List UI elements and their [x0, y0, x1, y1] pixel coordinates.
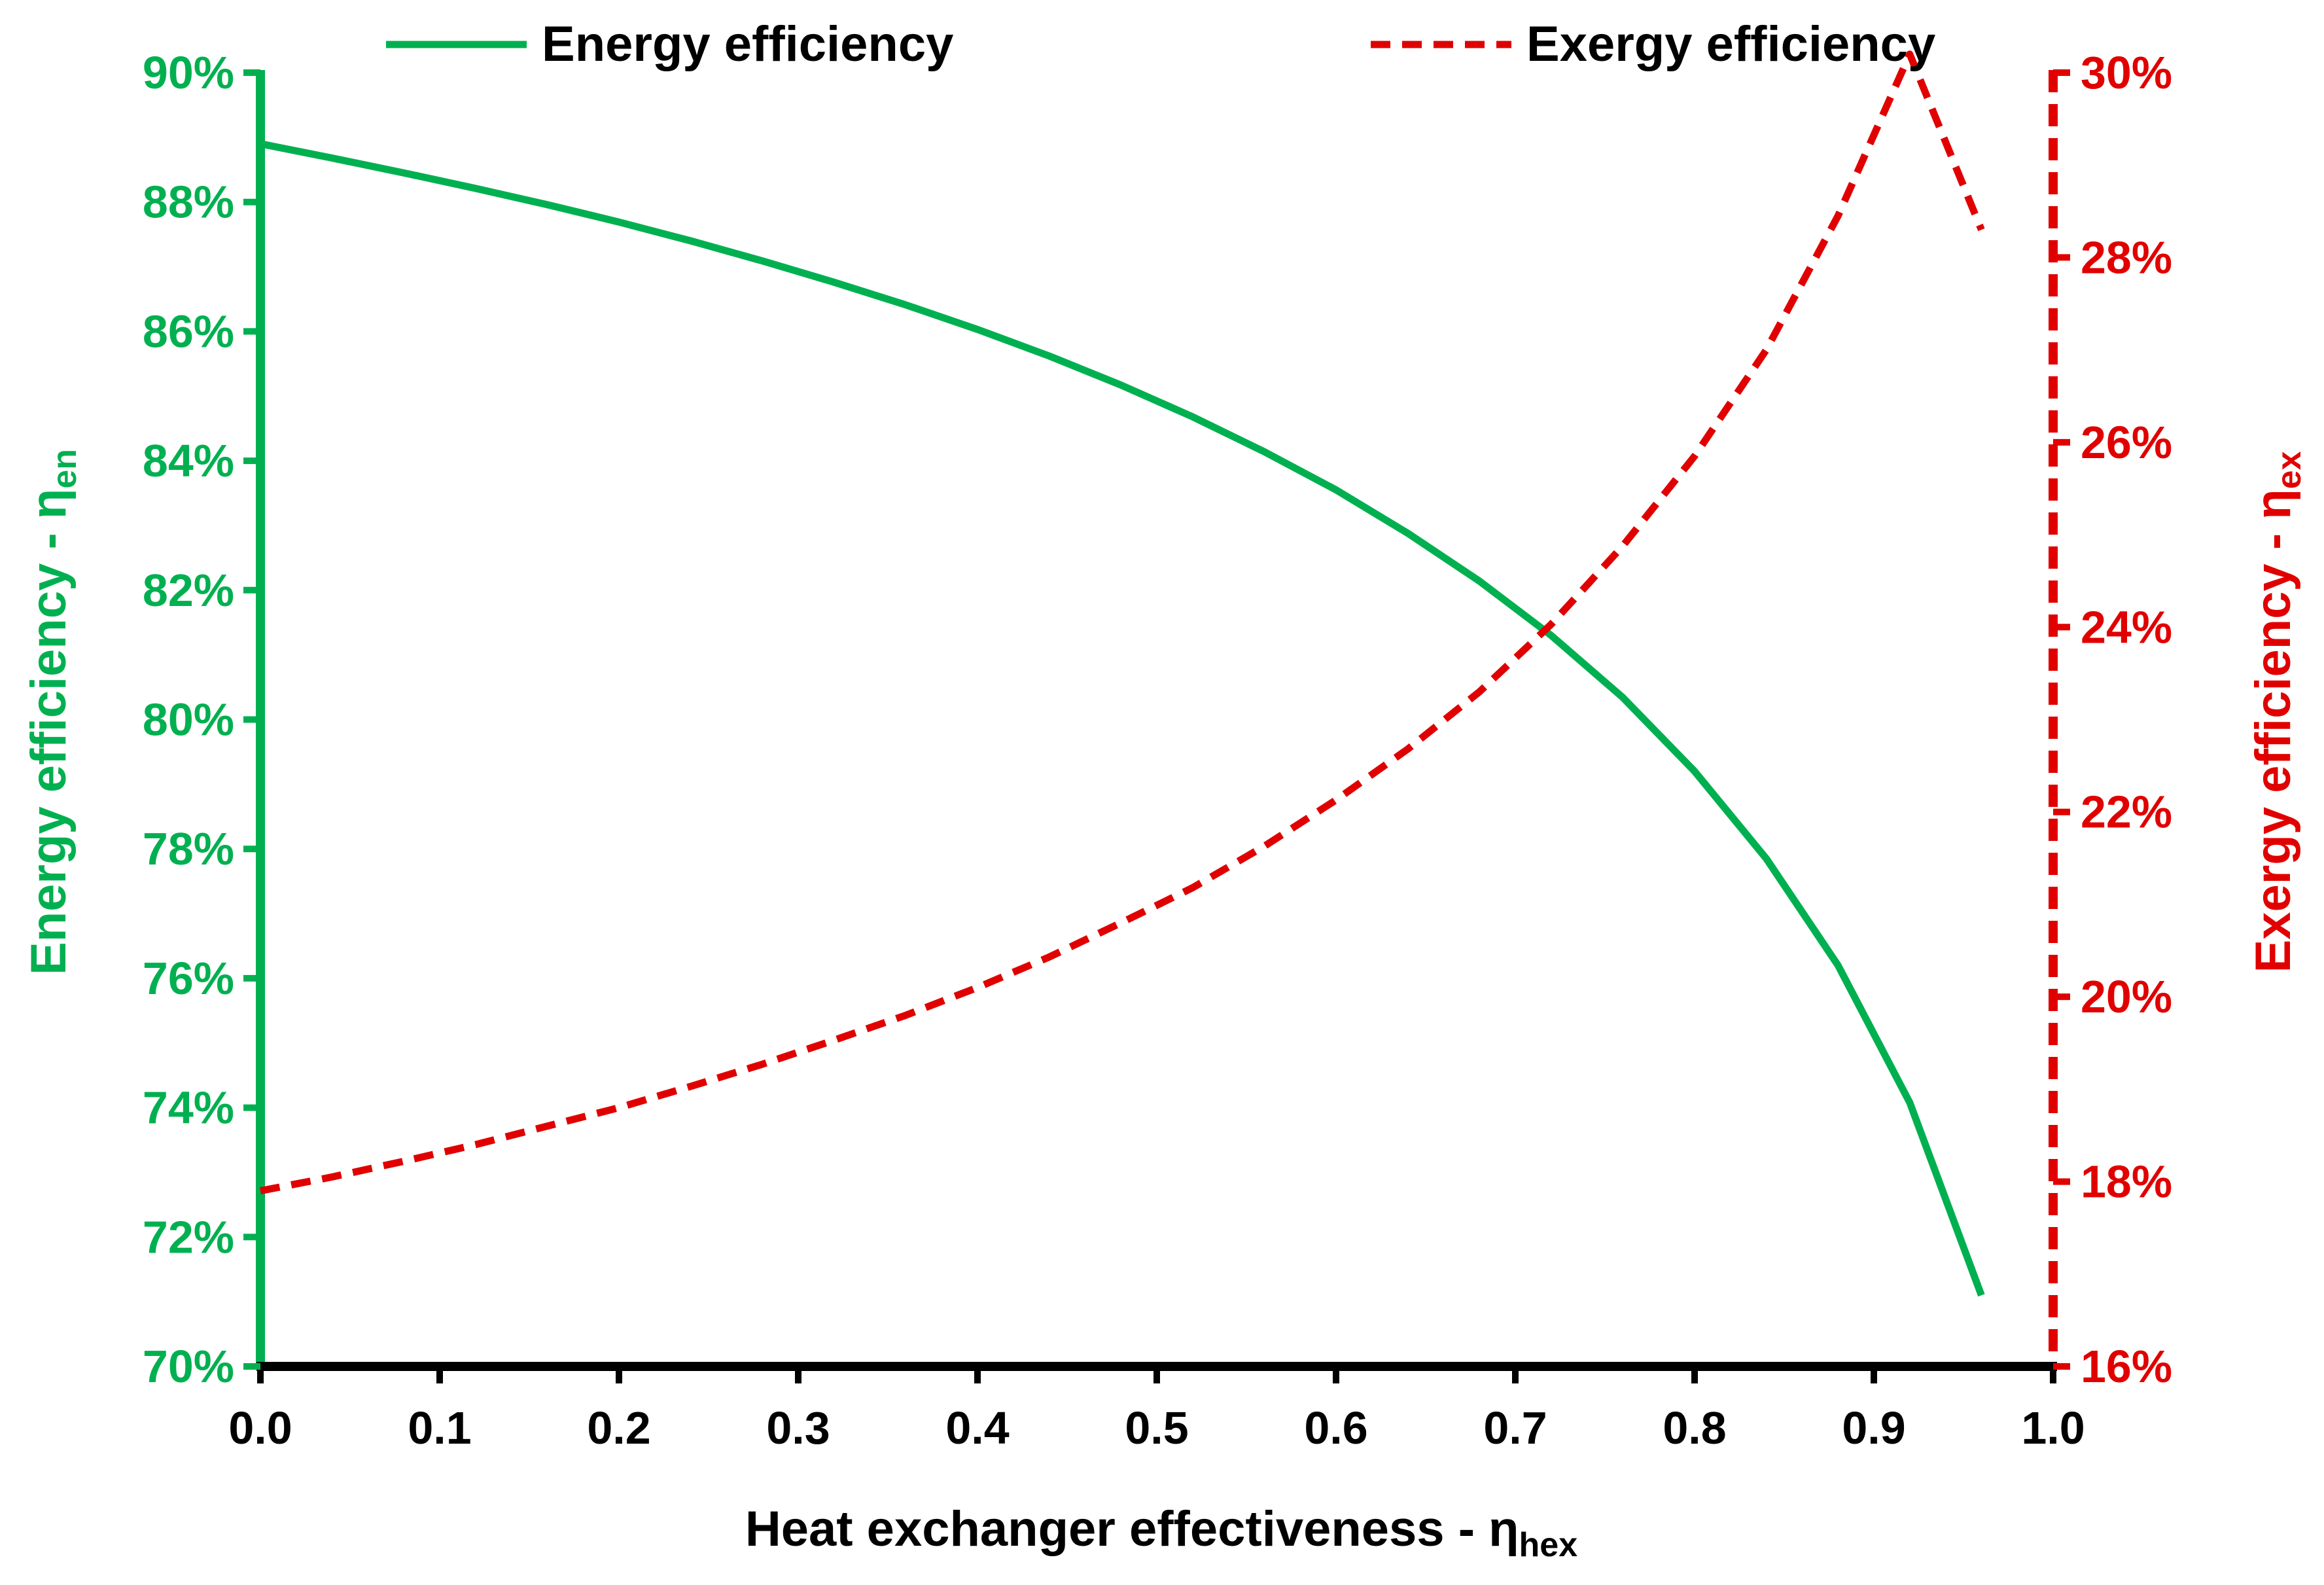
x-tick-label: 1.0	[2021, 1402, 2085, 1453]
left-y-tick-label: 90%	[143, 47, 234, 98]
left-y-tick-label: 80%	[143, 694, 234, 745]
left-y-tick-label: 84%	[143, 435, 234, 486]
x-tick-label: 0.2	[587, 1402, 650, 1453]
right-y-tick-label: 16%	[2081, 1341, 2172, 1392]
right-y-tick-label: 26%	[2081, 417, 2172, 468]
left-y-axis-label: Energy efficiency - ηen	[21, 449, 84, 975]
left-y-tick-label: 70%	[143, 1341, 234, 1392]
left-y-tick-label: 74%	[143, 1082, 234, 1133]
right-y-tick-label: 28%	[2081, 232, 2172, 283]
legend: Energy efficiency Exergy efficiency	[386, 16, 1935, 72]
left-y-tick-label: 76%	[143, 953, 234, 1004]
x-tick-label: 0.1	[408, 1402, 471, 1453]
left-y-tick-label: 86%	[143, 306, 234, 357]
exergy-efficiency-line	[259, 50, 1985, 1195]
right-y-ticks: 16% 18% 20% 22% 24% 26% 28% 30%	[2053, 47, 2172, 1392]
right-y-tick-label: 30%	[2081, 47, 2172, 98]
series-group	[259, 50, 1985, 1297]
right-y-tick-label: 24%	[2081, 601, 2172, 652]
x-tick-label: 0.9	[1842, 1402, 1905, 1453]
x-tick-label: 0.0	[228, 1402, 292, 1453]
x-tick-label: 0.7	[1483, 1402, 1547, 1453]
left-y-tick-label: 82%	[143, 565, 234, 616]
x-axis-label: Heat exchanger effectiveness - ηhex	[745, 1501, 1577, 1564]
right-y-tick-label: 20%	[2081, 971, 2172, 1022]
left-y-tick-label: 78%	[143, 823, 234, 874]
energy-efficiency-line	[259, 140, 1985, 1297]
x-tick-label: 0.5	[1125, 1402, 1188, 1453]
x-tick-label: 0.3	[766, 1402, 830, 1453]
x-tick-label: 0.4	[945, 1402, 1009, 1453]
right-y-tick-label: 22%	[2081, 787, 2172, 838]
legend-label-exergy: Exergy efficiency	[1526, 16, 1935, 72]
left-y-ticks: 70% 72% 74% 76% 78% 80% 82% 84% 86% 88% 90%	[143, 47, 260, 1392]
x-ticks: 0.0 0.1 0.2 0.3 0.4 0.5 0.6 0.7 0.8 0.9 1.0	[228, 1366, 2085, 1453]
left-y-tick-label: 88%	[143, 177, 234, 228]
grid-and-axes	[256, 70, 2058, 1371]
x-tick-label: 0.6	[1304, 1402, 1367, 1453]
legend-label-energy: Energy efficiency	[542, 16, 953, 72]
right-y-tick-label: 18%	[2081, 1156, 2172, 1207]
right-y-axis-label: Exergy efficiency - ηex	[2245, 451, 2308, 972]
x-tick-label: 0.8	[1663, 1402, 1726, 1453]
left-y-tick-label: 72%	[143, 1211, 234, 1262]
